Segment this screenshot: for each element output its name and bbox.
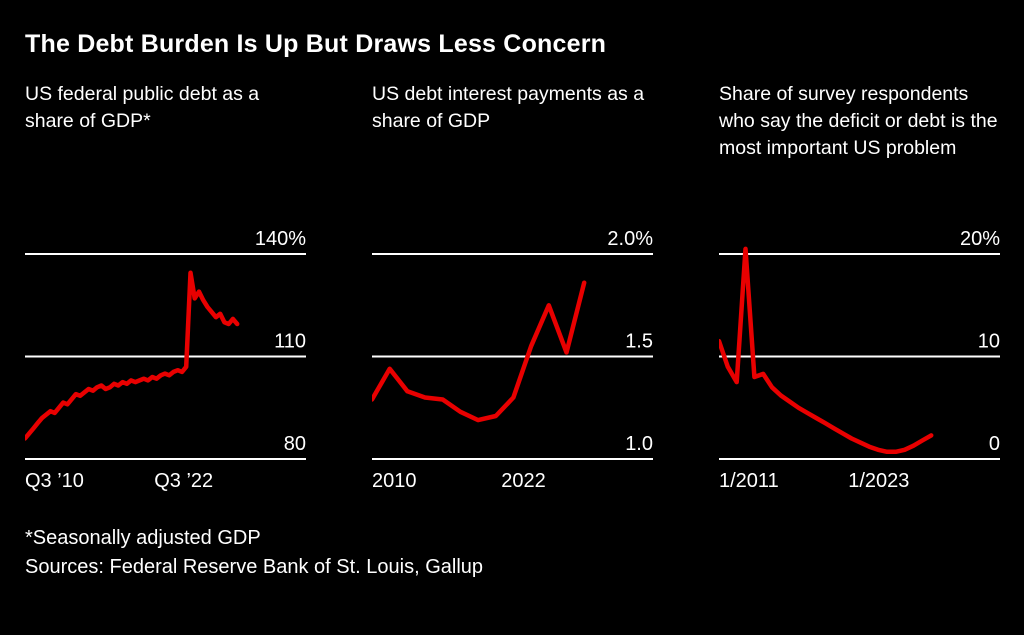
svg-text:1.5: 1.5 [625,331,653,353]
footnote: *Seasonally adjusted GDP [25,527,261,549]
svg-text:140%: 140% [255,229,306,250]
chart-subtitle: Share of survey respondents who say the … [719,83,998,159]
charts-row: US federal public debt as a share of GDP… [25,81,1000,498]
svg-text:20%: 20% [960,229,1000,250]
chart-subtitle: US federal public debt as a share of GDP… [25,83,260,132]
x-tick-end: Q3 ’22 [154,470,214,492]
svg-text:0: 0 [989,433,1000,455]
chart-panel-debt-share-gdp: US federal public debt as a share of GDP… [25,81,306,498]
svg-text:1.0: 1.0 [625,433,653,455]
svg-text:110: 110 [274,331,306,353]
x-tick-start: Q3 ’10 [25,470,84,492]
figure-footer: *Seasonally adjusted GDP Sources: Federa… [25,524,996,582]
chart-subtitle: US debt interest payments as a share of … [372,83,645,132]
x-tick-start: 1/2011 [719,470,779,492]
svg-text:10: 10 [978,331,1000,353]
chart-panel-interest-payments: US debt interest payments as a share of … [372,81,653,498]
x-axis-labels: Q3 ’10 Q3 ’22 [25,470,306,498]
svg-text:80: 80 [284,433,306,455]
x-axis-labels: 1/2011 1/2023 [719,470,1000,498]
x-axis-labels: 2010 2022 [372,470,653,498]
x-tick-end: 1/2023 [848,470,910,492]
line-chart-interest-payments: 2.0% 1.5 1.0 [372,229,653,460]
figure-title: The Debt Burden Is Up But Draws Less Con… [25,30,607,58]
line-chart-survey-share: 20% 10 0 [719,229,1000,460]
x-tick-start: 2010 [372,470,417,492]
svg-text:2.0%: 2.0% [607,229,653,250]
line-chart-debt-share-gdp: 140% 110 80 [25,229,306,460]
chart-panel-survey-share: Share of survey respondents who say the … [719,81,1000,498]
x-tick-end: 2022 [501,470,546,492]
sources: Sources: Federal Reserve Bank of St. Lou… [25,556,484,578]
